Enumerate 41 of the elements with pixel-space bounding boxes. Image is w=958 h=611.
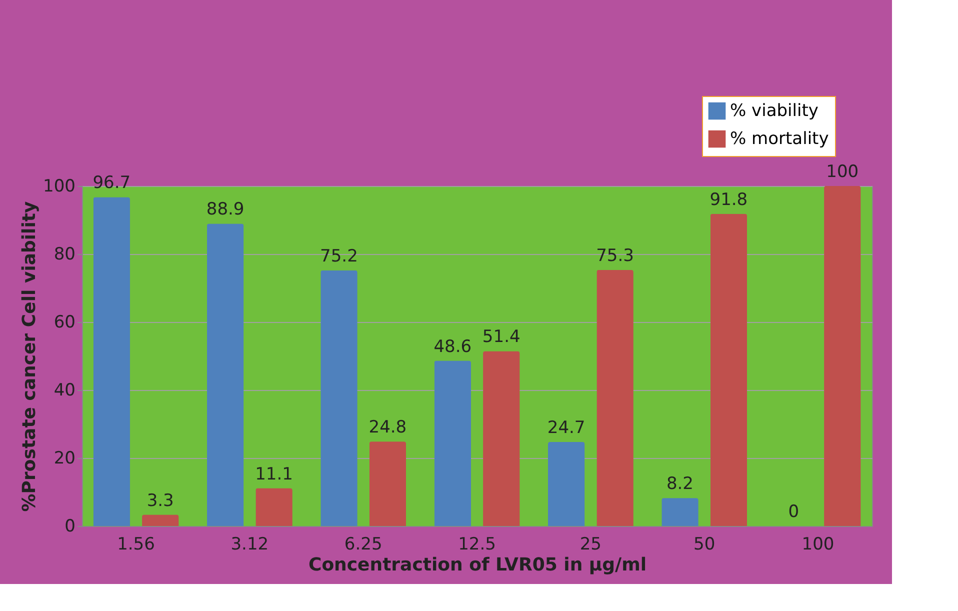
data-label: 11.1	[255, 464, 293, 484]
x-tick-label: 50	[694, 534, 716, 554]
legend-label: % viability	[730, 101, 818, 121]
data-label: 8.2	[666, 474, 694, 494]
legend-label: % mortality	[730, 129, 829, 149]
bar	[207, 224, 244, 526]
y-tick-label: 0	[64, 516, 76, 536]
data-label: 24.7	[547, 418, 586, 438]
data-label: 100	[826, 162, 859, 182]
bar	[548, 442, 585, 526]
bar	[320, 270, 358, 526]
x-tick-label: 1.56	[117, 534, 155, 554]
bar	[256, 488, 292, 526]
y-tick-label: 40	[54, 380, 76, 400]
x-tick-label: 25	[580, 534, 602, 554]
data-label: 0	[788, 502, 800, 522]
x-tick-label: 12.5	[458, 534, 496, 554]
bar	[662, 498, 698, 526]
bar	[483, 351, 520, 526]
bar	[142, 514, 179, 526]
y-tick-label: 20	[54, 448, 76, 468]
bar	[710, 214, 747, 526]
data-label: 3.3	[146, 490, 174, 511]
data-label: 48.6	[434, 336, 472, 357]
x-tick-label: 3.12	[230, 534, 269, 554]
bar	[93, 197, 130, 526]
x-axis-title: Concentraction of LVR05 in µg/ml	[308, 554, 647, 576]
data-label: 24.8	[368, 418, 407, 438]
bar	[369, 442, 406, 526]
data-label: 88.9	[206, 200, 244, 220]
data-label: 91.8	[710, 190, 748, 210]
data-label: 51.4	[482, 327, 520, 348]
bar	[596, 270, 634, 526]
y-tick-label: 100	[43, 176, 76, 196]
y-tick-label: 80	[54, 244, 76, 264]
bar	[434, 360, 471, 526]
y-tick-label: 60	[54, 312, 76, 332]
bar	[824, 186, 861, 526]
x-tick-label: 100	[802, 534, 834, 554]
y-axis-title: %Prostate cancer Cell viability	[19, 201, 40, 512]
x-tick-label: 6.25	[344, 534, 382, 554]
